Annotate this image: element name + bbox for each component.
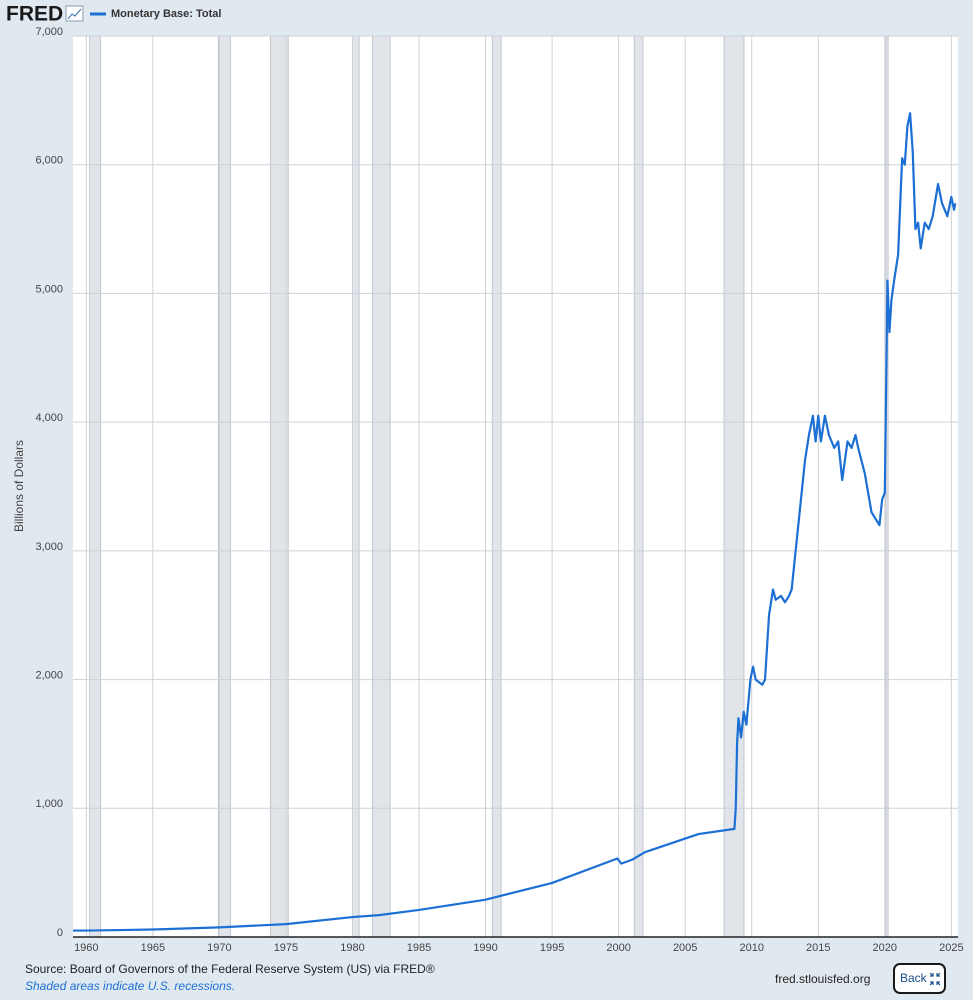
button-icon[interactable]	[929, 972, 941, 986]
y-tick-label: 5,000	[35, 283, 63, 295]
logo-icon	[65, 5, 84, 22]
y-axis-label: Billions of Dollars	[12, 440, 26, 532]
back-button[interactable]: Back	[893, 963, 946, 994]
logo: FRED	[6, 3, 63, 26]
x-tick-label: 1995	[540, 942, 564, 954]
recession-band	[89, 35, 102, 938]
x-tick-label: 2020	[873, 942, 897, 954]
x-tick-label: 1975	[274, 942, 298, 954]
y-tick-label: 6,000	[35, 155, 63, 167]
y-tick-label: 0	[57, 927, 63, 939]
y-tick-label: 7,000	[35, 26, 63, 38]
recession-band	[491, 35, 502, 938]
y-tick-label: 1,000	[35, 798, 63, 810]
recession-band	[723, 35, 745, 938]
note: Shaded areas indicate U.S. recessions.	[25, 979, 235, 993]
recession-band	[372, 35, 391, 938]
recession-band	[633, 35, 644, 938]
x-tick-label: 1985	[407, 942, 431, 954]
source: Source: Board of Governors of the Federa…	[25, 962, 435, 976]
x-tick-label: 1960	[74, 942, 98, 954]
x-tick-label: 2010	[739, 942, 763, 954]
y-tick-label: 2,000	[35, 669, 63, 681]
recession-band	[885, 35, 889, 938]
x-tick-label: 2015	[806, 942, 830, 954]
site-link[interactable]: fred.stlouisfed.org	[775, 972, 870, 986]
plot-area	[73, 36, 958, 937]
button-frame[interactable]	[893, 963, 946, 994]
x-tick-label: 1965	[141, 942, 165, 954]
x-tick-label: 1970	[207, 942, 231, 954]
series-line	[73, 112, 957, 932]
recession-band	[352, 35, 360, 938]
x-tick-label: 2000	[606, 942, 630, 954]
x-tick-label: 2005	[673, 942, 697, 954]
y-tick-label: 3,000	[35, 541, 63, 553]
x-tick-label: 1980	[340, 942, 364, 954]
legend-label: Monetary Base: Total	[111, 8, 221, 20]
x-tick-label: 1990	[473, 942, 497, 954]
y-tick-label: 4,000	[35, 412, 63, 424]
button-label[interactable]: Back	[900, 971, 928, 985]
recession-band	[217, 35, 231, 938]
x-tick-label: 2025	[939, 942, 963, 954]
